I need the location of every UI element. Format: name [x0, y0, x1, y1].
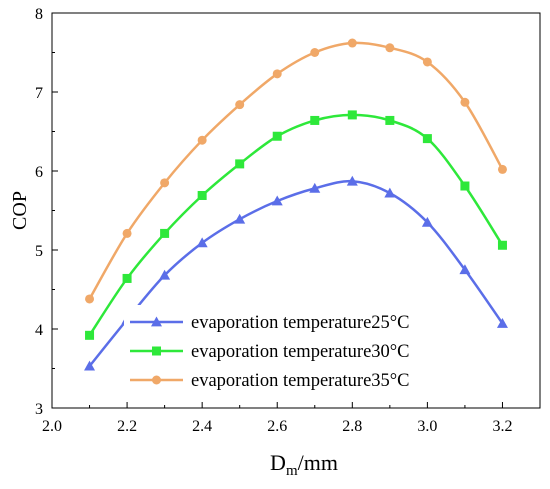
data-point	[196, 237, 208, 248]
data-point	[385, 115, 395, 125]
series-circle	[85, 38, 507, 304]
data-point	[459, 264, 471, 275]
data-point	[160, 178, 170, 188]
legend-label: evaporation temperature35°C	[191, 371, 410, 391]
legend-swatch-marker	[151, 316, 162, 327]
legend-item: evaporation temperature35°C	[130, 371, 410, 391]
data-point	[197, 190, 207, 200]
legend-swatch-marker	[152, 375, 161, 385]
y-tick-label: 8	[35, 6, 43, 23]
data-point	[197, 135, 207, 145]
data-point	[272, 131, 282, 141]
y-tick-label: 6	[35, 164, 43, 181]
y-tick-label: 4	[35, 322, 43, 339]
x-tick-label: 3.0	[417, 418, 437, 435]
legend-background	[124, 305, 484, 397]
data-point	[460, 97, 470, 107]
data-point	[235, 159, 245, 169]
y-tick-label: 7	[35, 85, 43, 102]
legend-item: evaporation temperature25°C	[130, 313, 410, 333]
data-point	[272, 69, 282, 79]
data-point	[497, 164, 507, 174]
legend-swatch-marker	[152, 346, 161, 356]
data-point	[122, 228, 132, 238]
series-triangle	[84, 175, 508, 371]
data-point	[310, 115, 320, 125]
y-tick-label: 3	[35, 401, 43, 418]
data-point	[347, 110, 357, 120]
legend-label: evaporation temperature30°C	[191, 342, 410, 362]
data-point	[271, 195, 283, 206]
x-axis-title-subscript: m	[286, 463, 298, 479]
data-point	[422, 134, 432, 144]
x-axis-title: Dm/mm	[270, 450, 338, 479]
data-point	[310, 48, 320, 57]
x-tick-label: 2.6	[267, 418, 287, 435]
data-point	[460, 181, 470, 191]
legend: evaporation temperature25°C evaporation t…	[124, 305, 484, 397]
data-point	[346, 175, 358, 186]
y-axis: 3 4 5 6 7 8	[35, 6, 58, 418]
y-axis-title: COP	[9, 191, 31, 230]
data-point	[85, 330, 95, 340]
x-tick-label: 2.8	[342, 418, 362, 435]
x-tick-label: 2.0	[42, 418, 62, 435]
data-point	[496, 317, 508, 328]
data-point	[347, 38, 357, 48]
x-tick-label: 3.2	[492, 418, 512, 435]
series-line	[88, 41, 504, 300]
x-axis: 2.0 2.2 2.4 2.6 2.8 3.0 3.2	[42, 402, 512, 435]
legend-item: evaporation temperature30°C	[130, 342, 410, 362]
x-axis-title-unit: /mm	[298, 450, 338, 475]
x-tick-label: 2.4	[192, 418, 212, 435]
data-point	[159, 269, 171, 280]
legend-label: evaporation temperature25°C	[191, 313, 410, 333]
data-point	[421, 216, 433, 227]
data-point	[234, 213, 246, 224]
data-point	[160, 228, 170, 238]
plot-area	[84, 38, 508, 371]
x-axis-title-main: D	[270, 450, 286, 475]
data-point	[84, 360, 96, 371]
series-line	[88, 113, 504, 337]
series-square	[85, 110, 507, 340]
data-point	[122, 273, 132, 283]
data-point	[85, 294, 95, 304]
data-point	[497, 240, 507, 250]
data-point	[422, 57, 432, 67]
x-tick-label: 2.2	[117, 418, 137, 435]
data-point	[384, 187, 396, 198]
data-point	[309, 182, 321, 193]
y-tick-label: 5	[35, 243, 43, 260]
data-point	[385, 43, 395, 53]
data-point	[235, 100, 245, 110]
